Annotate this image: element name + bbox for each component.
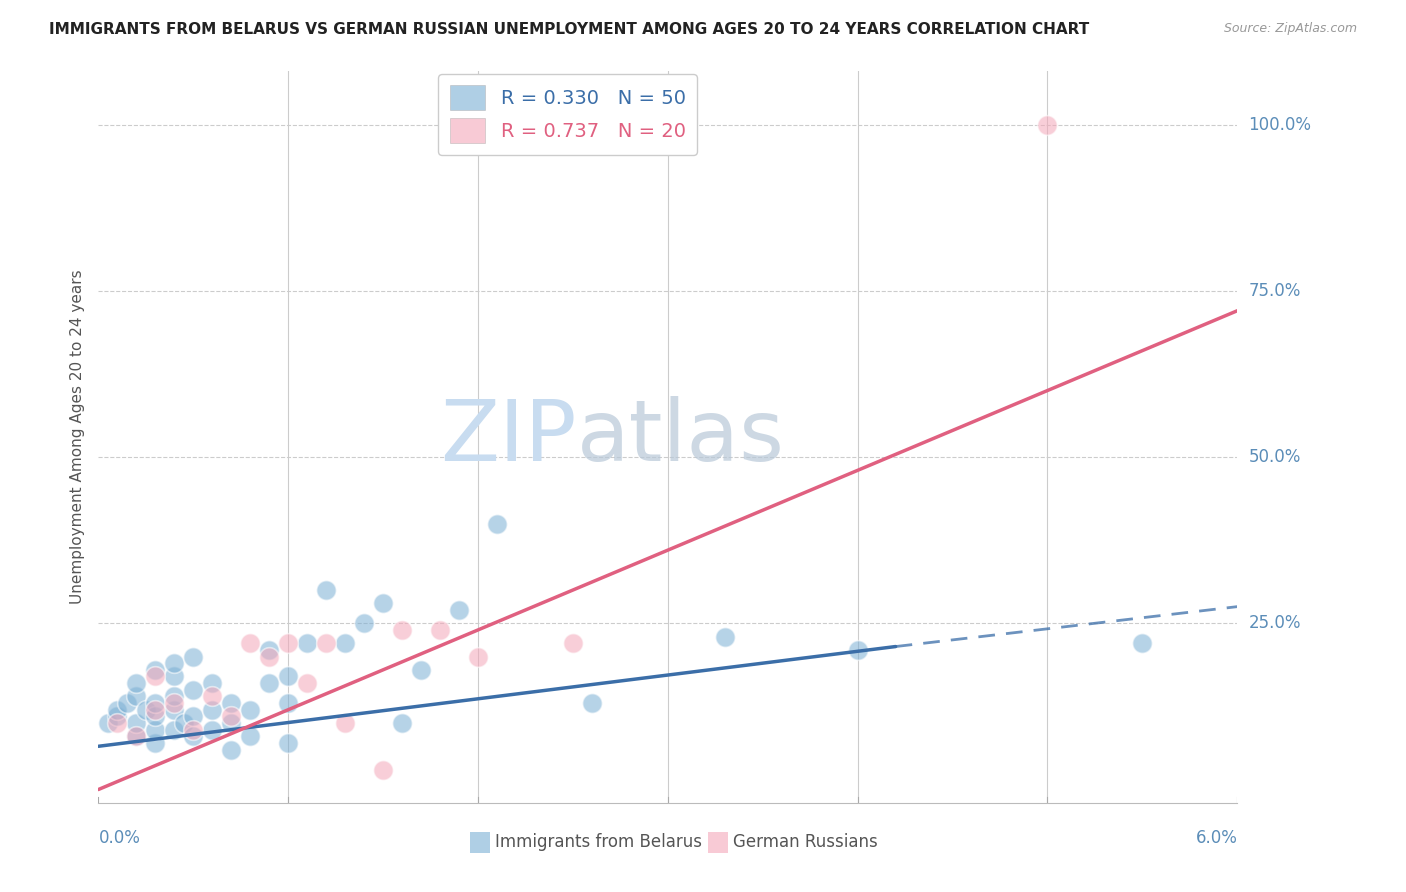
Point bbox=[145, 669, 167, 683]
Point bbox=[239, 703, 262, 717]
Point bbox=[201, 703, 224, 717]
Point bbox=[125, 729, 148, 743]
Point bbox=[183, 682, 205, 697]
Text: Immigrants from Belarus: Immigrants from Belarus bbox=[495, 833, 702, 851]
Point bbox=[135, 703, 157, 717]
Point bbox=[183, 649, 205, 664]
Point bbox=[145, 703, 167, 717]
Point bbox=[335, 636, 357, 650]
Point bbox=[163, 656, 186, 670]
Point bbox=[449, 603, 471, 617]
Point bbox=[201, 690, 224, 704]
Point bbox=[145, 723, 167, 737]
Point bbox=[183, 723, 205, 737]
Point bbox=[115, 696, 138, 710]
Legend: R = 0.330   N = 50, R = 0.737   N = 20: R = 0.330 N = 50, R = 0.737 N = 20 bbox=[439, 74, 697, 155]
Point bbox=[107, 709, 129, 723]
Point bbox=[335, 716, 357, 731]
Point bbox=[259, 676, 281, 690]
Point bbox=[315, 582, 337, 597]
Point bbox=[1132, 636, 1154, 650]
Point bbox=[201, 723, 224, 737]
Point bbox=[297, 636, 319, 650]
Point bbox=[221, 742, 243, 756]
Point bbox=[163, 696, 186, 710]
Point bbox=[163, 703, 186, 717]
Point bbox=[391, 623, 413, 637]
Text: 0.0%: 0.0% bbox=[98, 830, 141, 847]
Point bbox=[125, 676, 148, 690]
Point bbox=[145, 663, 167, 677]
FancyBboxPatch shape bbox=[707, 832, 728, 853]
Point bbox=[97, 716, 120, 731]
Point bbox=[259, 649, 281, 664]
Point bbox=[125, 729, 148, 743]
FancyBboxPatch shape bbox=[470, 832, 491, 853]
Point bbox=[163, 723, 186, 737]
Point bbox=[467, 649, 489, 664]
Point bbox=[846, 643, 869, 657]
Text: 50.0%: 50.0% bbox=[1249, 448, 1301, 466]
Text: atlas: atlas bbox=[576, 395, 785, 479]
Point bbox=[277, 636, 299, 650]
Point bbox=[145, 736, 167, 750]
Text: IMMIGRANTS FROM BELARUS VS GERMAN RUSSIAN UNEMPLOYMENT AMONG AGES 20 TO 24 YEARS: IMMIGRANTS FROM BELARUS VS GERMAN RUSSIA… bbox=[49, 22, 1090, 37]
Point bbox=[163, 690, 186, 704]
Point bbox=[125, 690, 148, 704]
Text: 75.0%: 75.0% bbox=[1249, 282, 1301, 300]
Point bbox=[277, 669, 299, 683]
Point bbox=[371, 596, 394, 610]
Point bbox=[145, 696, 167, 710]
Point bbox=[221, 696, 243, 710]
Text: 6.0%: 6.0% bbox=[1195, 830, 1237, 847]
Point bbox=[201, 676, 224, 690]
Point bbox=[277, 736, 299, 750]
Point bbox=[486, 516, 509, 531]
Point bbox=[107, 716, 129, 731]
Point bbox=[145, 709, 167, 723]
Point bbox=[581, 696, 603, 710]
Point bbox=[391, 716, 413, 731]
Point bbox=[173, 716, 195, 731]
Point bbox=[411, 663, 433, 677]
Point bbox=[239, 729, 262, 743]
Point bbox=[714, 630, 737, 644]
Point bbox=[107, 703, 129, 717]
Point bbox=[315, 636, 337, 650]
Point bbox=[562, 636, 585, 650]
Point bbox=[163, 669, 186, 683]
Point bbox=[297, 676, 319, 690]
Point bbox=[183, 729, 205, 743]
Point bbox=[239, 636, 262, 650]
Point bbox=[353, 616, 375, 631]
Point bbox=[1036, 118, 1059, 132]
Point bbox=[259, 643, 281, 657]
Point bbox=[125, 716, 148, 731]
Text: ZIP: ZIP bbox=[440, 395, 576, 479]
Y-axis label: Unemployment Among Ages 20 to 24 years: Unemployment Among Ages 20 to 24 years bbox=[69, 269, 84, 605]
Point bbox=[183, 709, 205, 723]
Point bbox=[277, 696, 299, 710]
Text: German Russians: German Russians bbox=[733, 833, 877, 851]
Point bbox=[429, 623, 451, 637]
Point bbox=[221, 716, 243, 731]
Point bbox=[371, 763, 394, 777]
Point bbox=[221, 709, 243, 723]
Text: Source: ZipAtlas.com: Source: ZipAtlas.com bbox=[1223, 22, 1357, 36]
Text: 25.0%: 25.0% bbox=[1249, 615, 1301, 632]
Text: 100.0%: 100.0% bbox=[1249, 116, 1312, 134]
